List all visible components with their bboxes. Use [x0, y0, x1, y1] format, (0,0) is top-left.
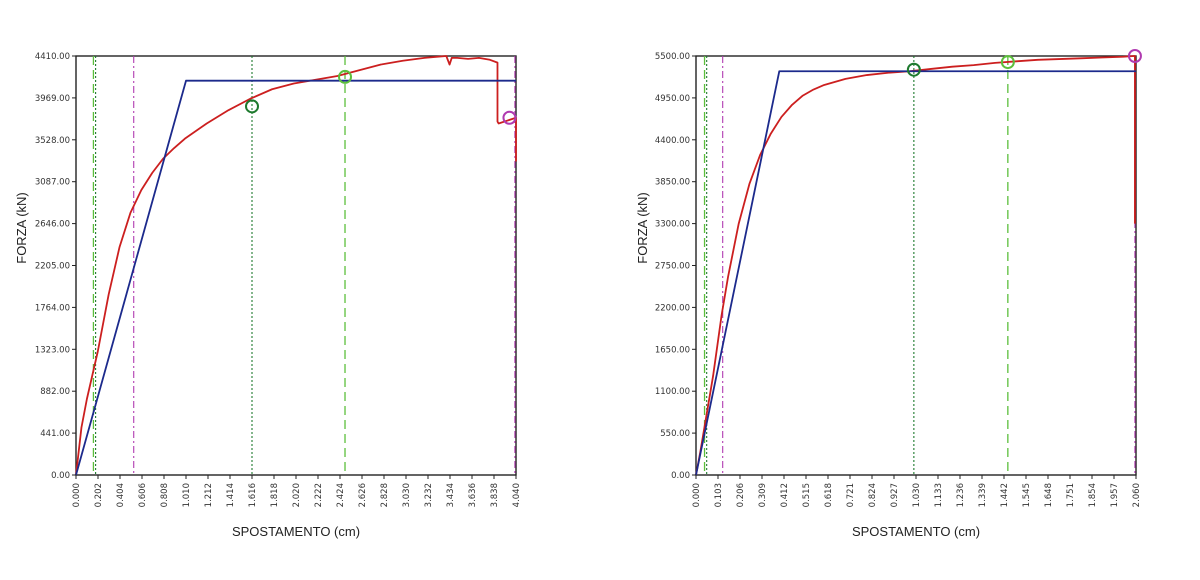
- chart-left: 0.00 441.00 882.00 1323.00 1764.00 2205.00 264…: [14, 52, 522, 539]
- y-tick-label-left-10: 4410.00: [35, 52, 70, 62]
- y-tick-label-left-9: 3969.00: [35, 94, 70, 104]
- x-tick-label-left-2: 0.404: [116, 483, 126, 507]
- y-tick-label-left-1: 441.00: [40, 429, 70, 439]
- y-tick-label-left-6: 2646.00: [35, 220, 70, 230]
- y-tick-label-left-2: 882.00: [40, 387, 70, 397]
- x-tick-label-left-15: 3.030: [402, 483, 412, 507]
- x-tick-label-right-18: 1.854: [1088, 483, 1098, 507]
- x-tick-label-left-4: 0.808: [160, 483, 170, 507]
- vlines-right: [703, 56, 1136, 475]
- x-tick-label-left-14: 2.828: [380, 483, 390, 507]
- x-tick-label-left-3: 0.606: [138, 483, 148, 507]
- x-tick-label-right-14: 1.442: [1000, 483, 1010, 507]
- x-axis-title-left: SPOSTAMENTO (cm): [232, 524, 360, 539]
- x-tick-label-right-16: 1.648: [1044, 483, 1054, 507]
- x-tick-label-right-2: 0.206: [736, 483, 746, 507]
- x-tick-label-right-4: 0.412: [780, 483, 790, 507]
- x-tick-label-right-9: 0.927: [890, 483, 900, 507]
- bilinear-line-right: [695, 70, 1136, 476]
- y-tick-label-right-10: 5500.00: [655, 52, 690, 62]
- y-tick-label-right-9: 4950.00: [655, 94, 690, 104]
- x-tick-label-right-3: 0.309: [758, 483, 768, 507]
- marker-right-2: [1127, 49, 1142, 63]
- bilinear-line-left: [75, 79, 516, 476]
- x-tick-label-right-13: 1.339: [978, 483, 988, 507]
- x-tick-label-left-20: 4.040: [512, 483, 522, 507]
- x-tick-label-left-9: 1.818: [270, 483, 280, 507]
- marker-left-2: [502, 110, 517, 125]
- x-tick-label-right-11: 1.133: [934, 483, 944, 507]
- x-tick-label-left-13: 2.626: [358, 483, 368, 507]
- x-tick-label-right-5: 0.515: [802, 483, 812, 507]
- x-tick-label-right-10: 1.030: [912, 483, 922, 507]
- y-tick-label-left-7: 3087.00: [35, 178, 70, 188]
- y-ticks-right: 0.00 550.00 1100.00 1650.00 2200.00 2750.00 33…: [655, 52, 696, 481]
- marker-right-1: [1000, 55, 1015, 70]
- series-right: [695, 55, 1136, 476]
- x-tick-label-left-0: 0.000: [72, 483, 82, 507]
- markers-right: [906, 49, 1142, 77]
- x-tick-label-left-8: 1.616: [248, 483, 258, 507]
- x-tick-label-right-8: 0.824: [868, 483, 878, 507]
- y-tick-label-right-8: 4400.00: [655, 136, 690, 146]
- plot-area-right: [695, 55, 1137, 476]
- x-tick-label-left-17: 3.434: [446, 483, 456, 507]
- x-tick-label-right-12: 1.236: [956, 483, 966, 507]
- x-tick-label-left-18: 3.636: [468, 483, 478, 507]
- x-tick-label-right-20: 2.060: [1132, 483, 1142, 507]
- marker-left-1: [338, 69, 353, 84]
- x-tick-label-left-10: 2.020: [292, 483, 302, 507]
- x-tick-label-right-6: 0.618: [824, 483, 834, 507]
- x-tick-label-right-1: 0.103: [714, 483, 724, 507]
- y-tick-label-left-5: 2205.00: [35, 262, 70, 272]
- y-ticks-left: 0.00 441.00 882.00 1323.00 1764.00 2205.00 264…: [35, 52, 76, 481]
- y-tick-label-right-3: 1650.00: [655, 345, 690, 355]
- x-tick-label-left-5: 1.010: [182, 483, 192, 507]
- series-left: [75, 55, 517, 476]
- x-ticks-right: 0.000 0.103 0.206 0.309 0.412 0.515 0.618 0.721…: [692, 475, 1142, 507]
- x-tick-label-left-1: 0.202: [94, 483, 104, 507]
- x-tick-label-left-6: 1.212: [204, 483, 214, 507]
- y-tick-label-right-2: 1100.00: [655, 387, 690, 397]
- y-axis-title-left: FORZA (kN): [14, 192, 29, 264]
- capacity-curve-left: [75, 55, 517, 476]
- markers-left: [245, 69, 517, 125]
- y-tick-label-right-4: 2200.00: [655, 303, 690, 313]
- y-tick-label-right-1: 550.00: [660, 429, 690, 439]
- x-tick-label-left-19: 3.838: [490, 483, 500, 507]
- x-tick-label-right-15: 1.545: [1022, 483, 1032, 507]
- capacity-curve-right: [695, 55, 1136, 476]
- plot-area-left: [75, 55, 517, 476]
- y-axis-title-right: FORZA (kN): [635, 192, 650, 264]
- chart-right: 0.00 550.00 1100.00 1650.00 2200.00 2750.00 33…: [635, 49, 1142, 539]
- x-tick-label-left-7: 1.414: [226, 483, 236, 507]
- y-tick-label-left-3: 1323.00: [35, 345, 70, 355]
- marker-left-0: [245, 99, 259, 114]
- y-tick-label-right-7: 3850.00: [655, 178, 690, 188]
- x-axis-title-right: SPOSTAMENTO (cm): [852, 524, 980, 539]
- y-tick-label-left-4: 1764.00: [35, 303, 70, 313]
- x-ticks-left: 0.000 0.202 0.404 0.606 0.808 1.010 1.212 1.414…: [72, 475, 522, 507]
- y-tick-label-right-5: 2750.00: [655, 262, 690, 272]
- x-tick-label-left-16: 3.232: [424, 483, 434, 507]
- y-tick-label-right-0: 0.00: [671, 471, 690, 481]
- x-tick-label-right-0: 0.000: [692, 483, 702, 507]
- x-tick-label-right-17: 1.751: [1066, 483, 1076, 507]
- y-tick-label-left-0: 0.00: [51, 471, 70, 481]
- y-tick-label-left-8: 3528.00: [35, 136, 70, 146]
- x-tick-label-right-19: 1.957: [1110, 483, 1120, 507]
- marker-right-0: [906, 62, 921, 77]
- x-tick-label-left-12: 2.424: [336, 483, 346, 507]
- x-tick-label-right-7: 0.721: [846, 483, 856, 507]
- y-tick-label-right-6: 3300.00: [655, 220, 690, 230]
- x-tick-label-left-11: 2.222: [314, 483, 324, 507]
